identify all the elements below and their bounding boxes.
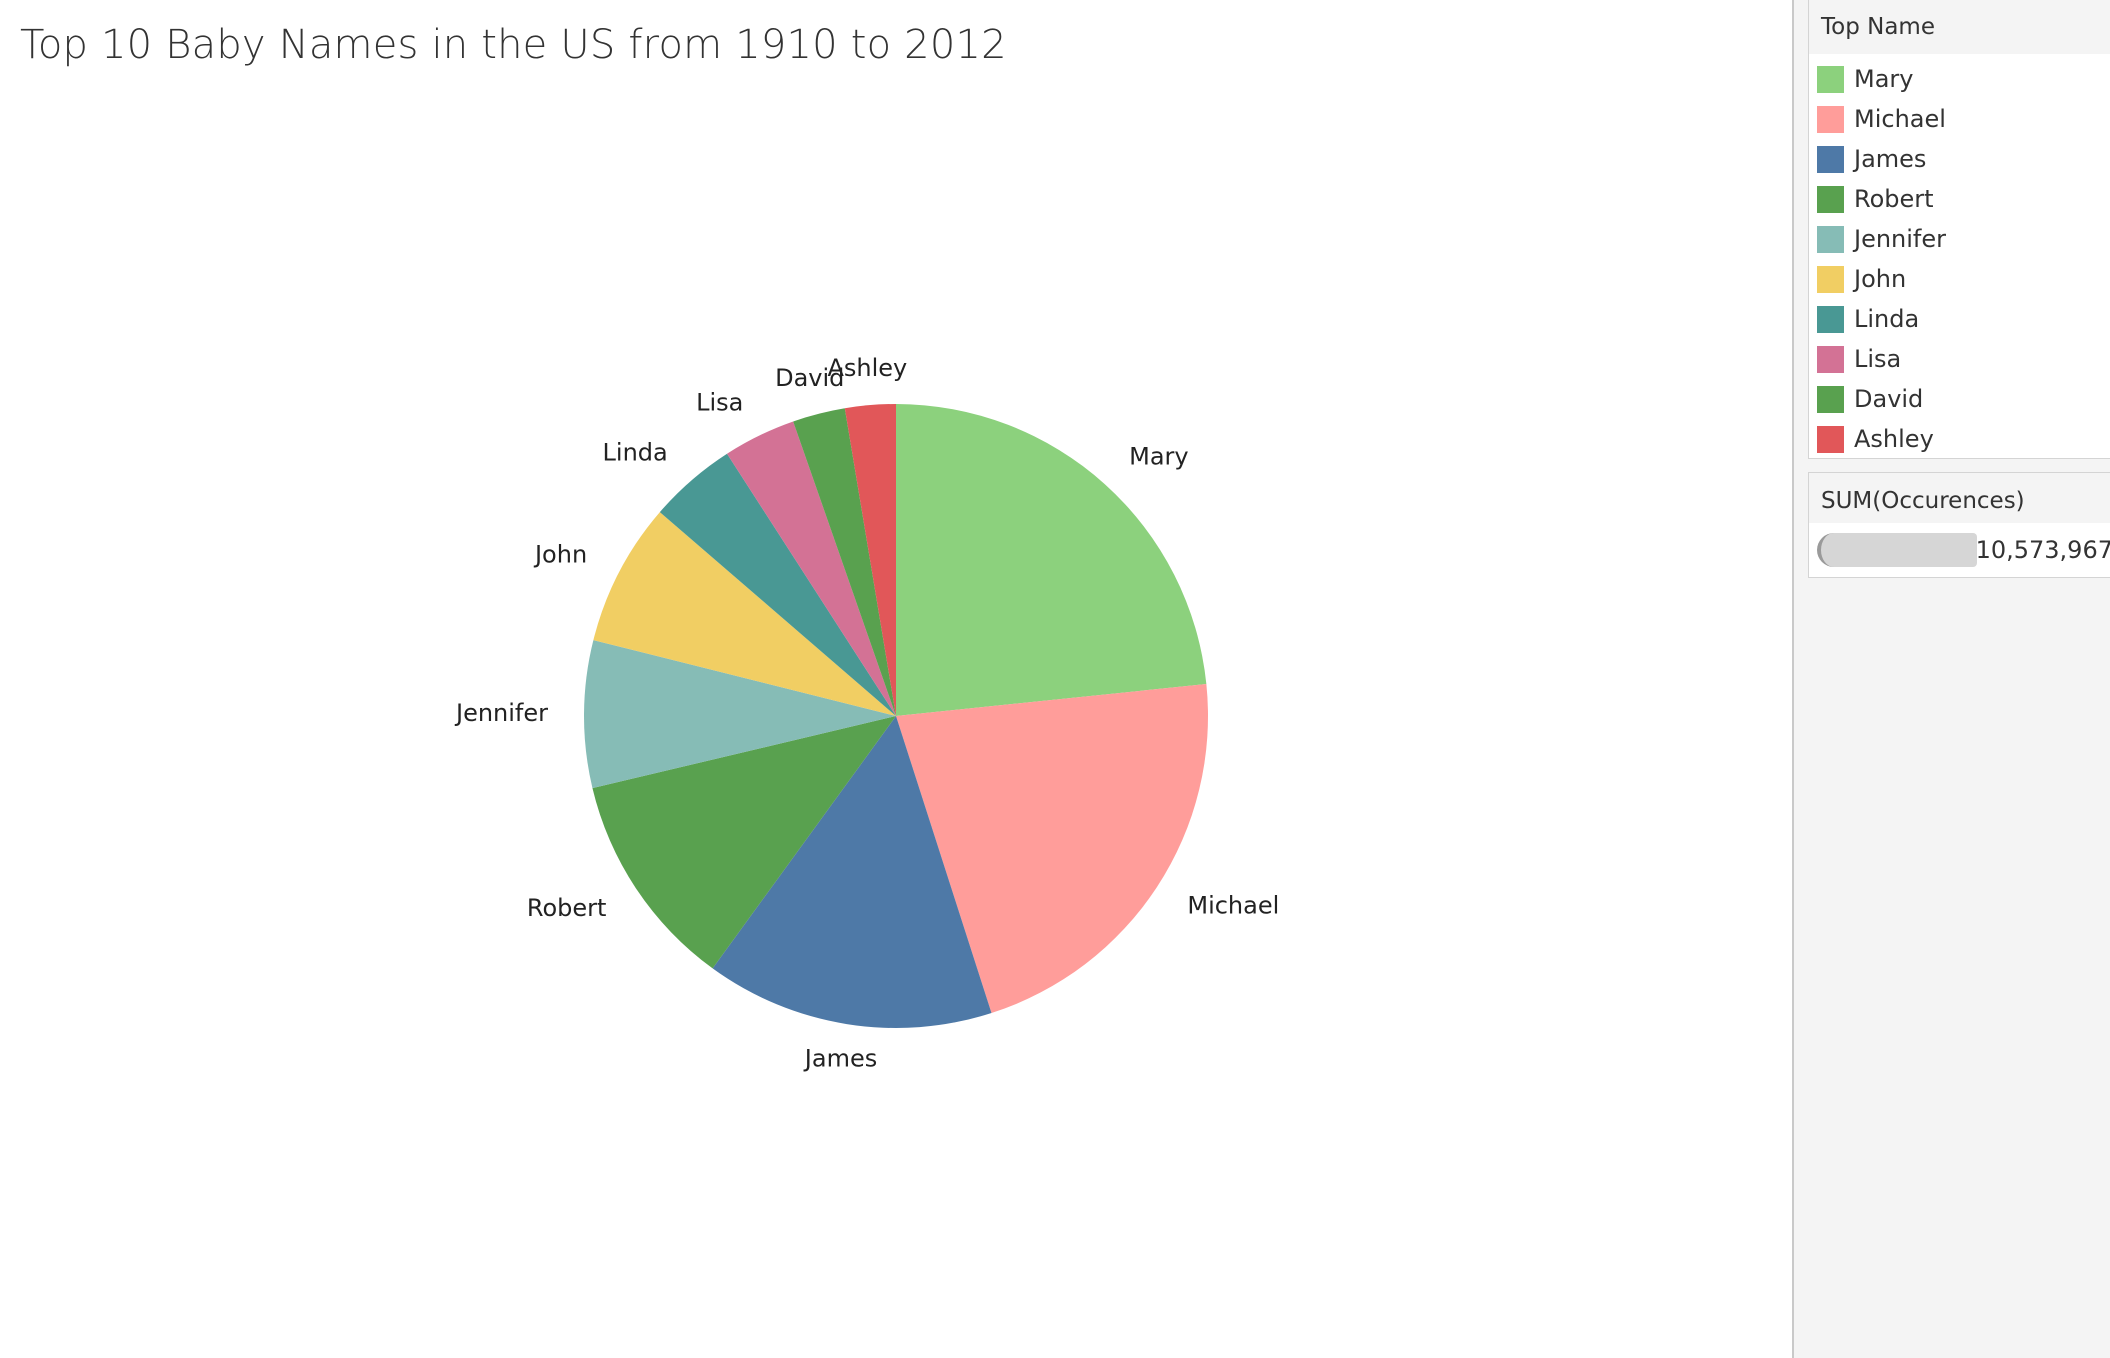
slice-label-john: John bbox=[533, 541, 587, 569]
size-legend-title: SUM(Occurences) bbox=[1809, 473, 2110, 523]
legend-label: John bbox=[1854, 265, 1907, 293]
pie-slice-linda[interactable] bbox=[659, 453, 896, 716]
legend-item-mary[interactable]: Mary bbox=[1809, 59, 2110, 99]
legend-swatch bbox=[1817, 185, 1844, 213]
chart-title: Top 10 Baby Names in the US from 1910 to… bbox=[20, 22, 1007, 68]
legend-swatch bbox=[1817, 145, 1844, 173]
slice-label-robert: Robert bbox=[527, 894, 607, 922]
legend-swatch bbox=[1817, 425, 1844, 453]
slice-label-mary: Mary bbox=[1129, 443, 1188, 471]
legend-item-lisa[interactable]: Lisa bbox=[1809, 339, 2110, 379]
legend-label: Ashley bbox=[1854, 425, 1934, 453]
legend-item-michael[interactable]: Michael bbox=[1809, 99, 2110, 139]
legend-label: Jennifer bbox=[1854, 225, 1947, 253]
pie-slice-ashley[interactable] bbox=[844, 404, 896, 716]
legend-label: Linda bbox=[1854, 305, 1920, 333]
size-legend-mark bbox=[1817, 533, 1977, 567]
pie-slice-michael[interactable] bbox=[896, 684, 1208, 1014]
legend-swatch bbox=[1817, 345, 1844, 373]
slice-label-ashley: Ashley bbox=[827, 354, 907, 382]
pie-slice-james[interactable] bbox=[712, 716, 992, 1028]
legend-pane: Top Name Mary Michael James Robert Jenni… bbox=[1792, 0, 2110, 1358]
pie-chart: Mary Michael James Robert Jennifer John Linda L… bbox=[454, 354, 1279, 1073]
legend-title: Top Name bbox=[1809, 0, 2110, 54]
legend-label: Lisa bbox=[1854, 345, 1902, 373]
legend-swatch bbox=[1817, 225, 1844, 253]
pie-slice-robert[interactable] bbox=[592, 716, 896, 969]
legend-list: Mary Michael James Robert Jennifer John … bbox=[1809, 54, 2110, 459]
legend-item-jennifer[interactable]: Jennifer bbox=[1809, 219, 2110, 259]
color-legend: Top Name Mary Michael James Robert Jenni… bbox=[1808, 0, 2110, 459]
slice-label-james: James bbox=[803, 1045, 877, 1073]
legend-label: David bbox=[1854, 385, 1924, 413]
legend-swatch bbox=[1817, 65, 1844, 93]
pie-slice-mary[interactable] bbox=[896, 404, 1207, 716]
legend-item-ashley[interactable]: Ashley bbox=[1809, 419, 2110, 459]
slice-label-michael: Michael bbox=[1187, 891, 1279, 919]
legend-swatch bbox=[1817, 305, 1844, 333]
legend-item-linda[interactable]: Linda bbox=[1809, 299, 2110, 339]
legend-label: Michael bbox=[1854, 105, 1946, 133]
legend-item-robert[interactable]: Robert bbox=[1809, 179, 2110, 219]
viz-canvas: Top 10 Baby Names in the US from 1910 to… bbox=[20, 22, 1280, 1073]
legend-item-john[interactable]: John bbox=[1809, 259, 2110, 299]
slice-label-linda: Linda bbox=[603, 438, 668, 466]
legend-swatch bbox=[1817, 105, 1844, 133]
slice-label-jennifer: Jennifer bbox=[454, 699, 548, 727]
legend-swatch bbox=[1817, 265, 1844, 293]
pie-slice-david[interactable] bbox=[793, 408, 896, 716]
slice-label-lisa: Lisa bbox=[696, 388, 743, 416]
slice-label-david: David bbox=[775, 364, 844, 392]
size-legend-row: 10,573,967 bbox=[1809, 523, 2110, 573]
legend-label: Robert bbox=[1854, 185, 1934, 213]
legend-label: Mary bbox=[1854, 65, 1914, 93]
legend-swatch bbox=[1817, 385, 1844, 413]
legend-item-david[interactable]: David bbox=[1809, 379, 2110, 419]
legend-item-james[interactable]: James bbox=[1809, 139, 2110, 179]
size-legend-value: 10,573,967 bbox=[1975, 536, 2110, 564]
pie-slice-john[interactable] bbox=[593, 512, 896, 716]
size-legend: SUM(Occurences) 10,573,967 bbox=[1808, 472, 2110, 578]
pie-slice-lisa[interactable] bbox=[727, 421, 896, 716]
legend-label: James bbox=[1854, 145, 1927, 173]
pie-slice-jennifer[interactable] bbox=[584, 640, 896, 789]
